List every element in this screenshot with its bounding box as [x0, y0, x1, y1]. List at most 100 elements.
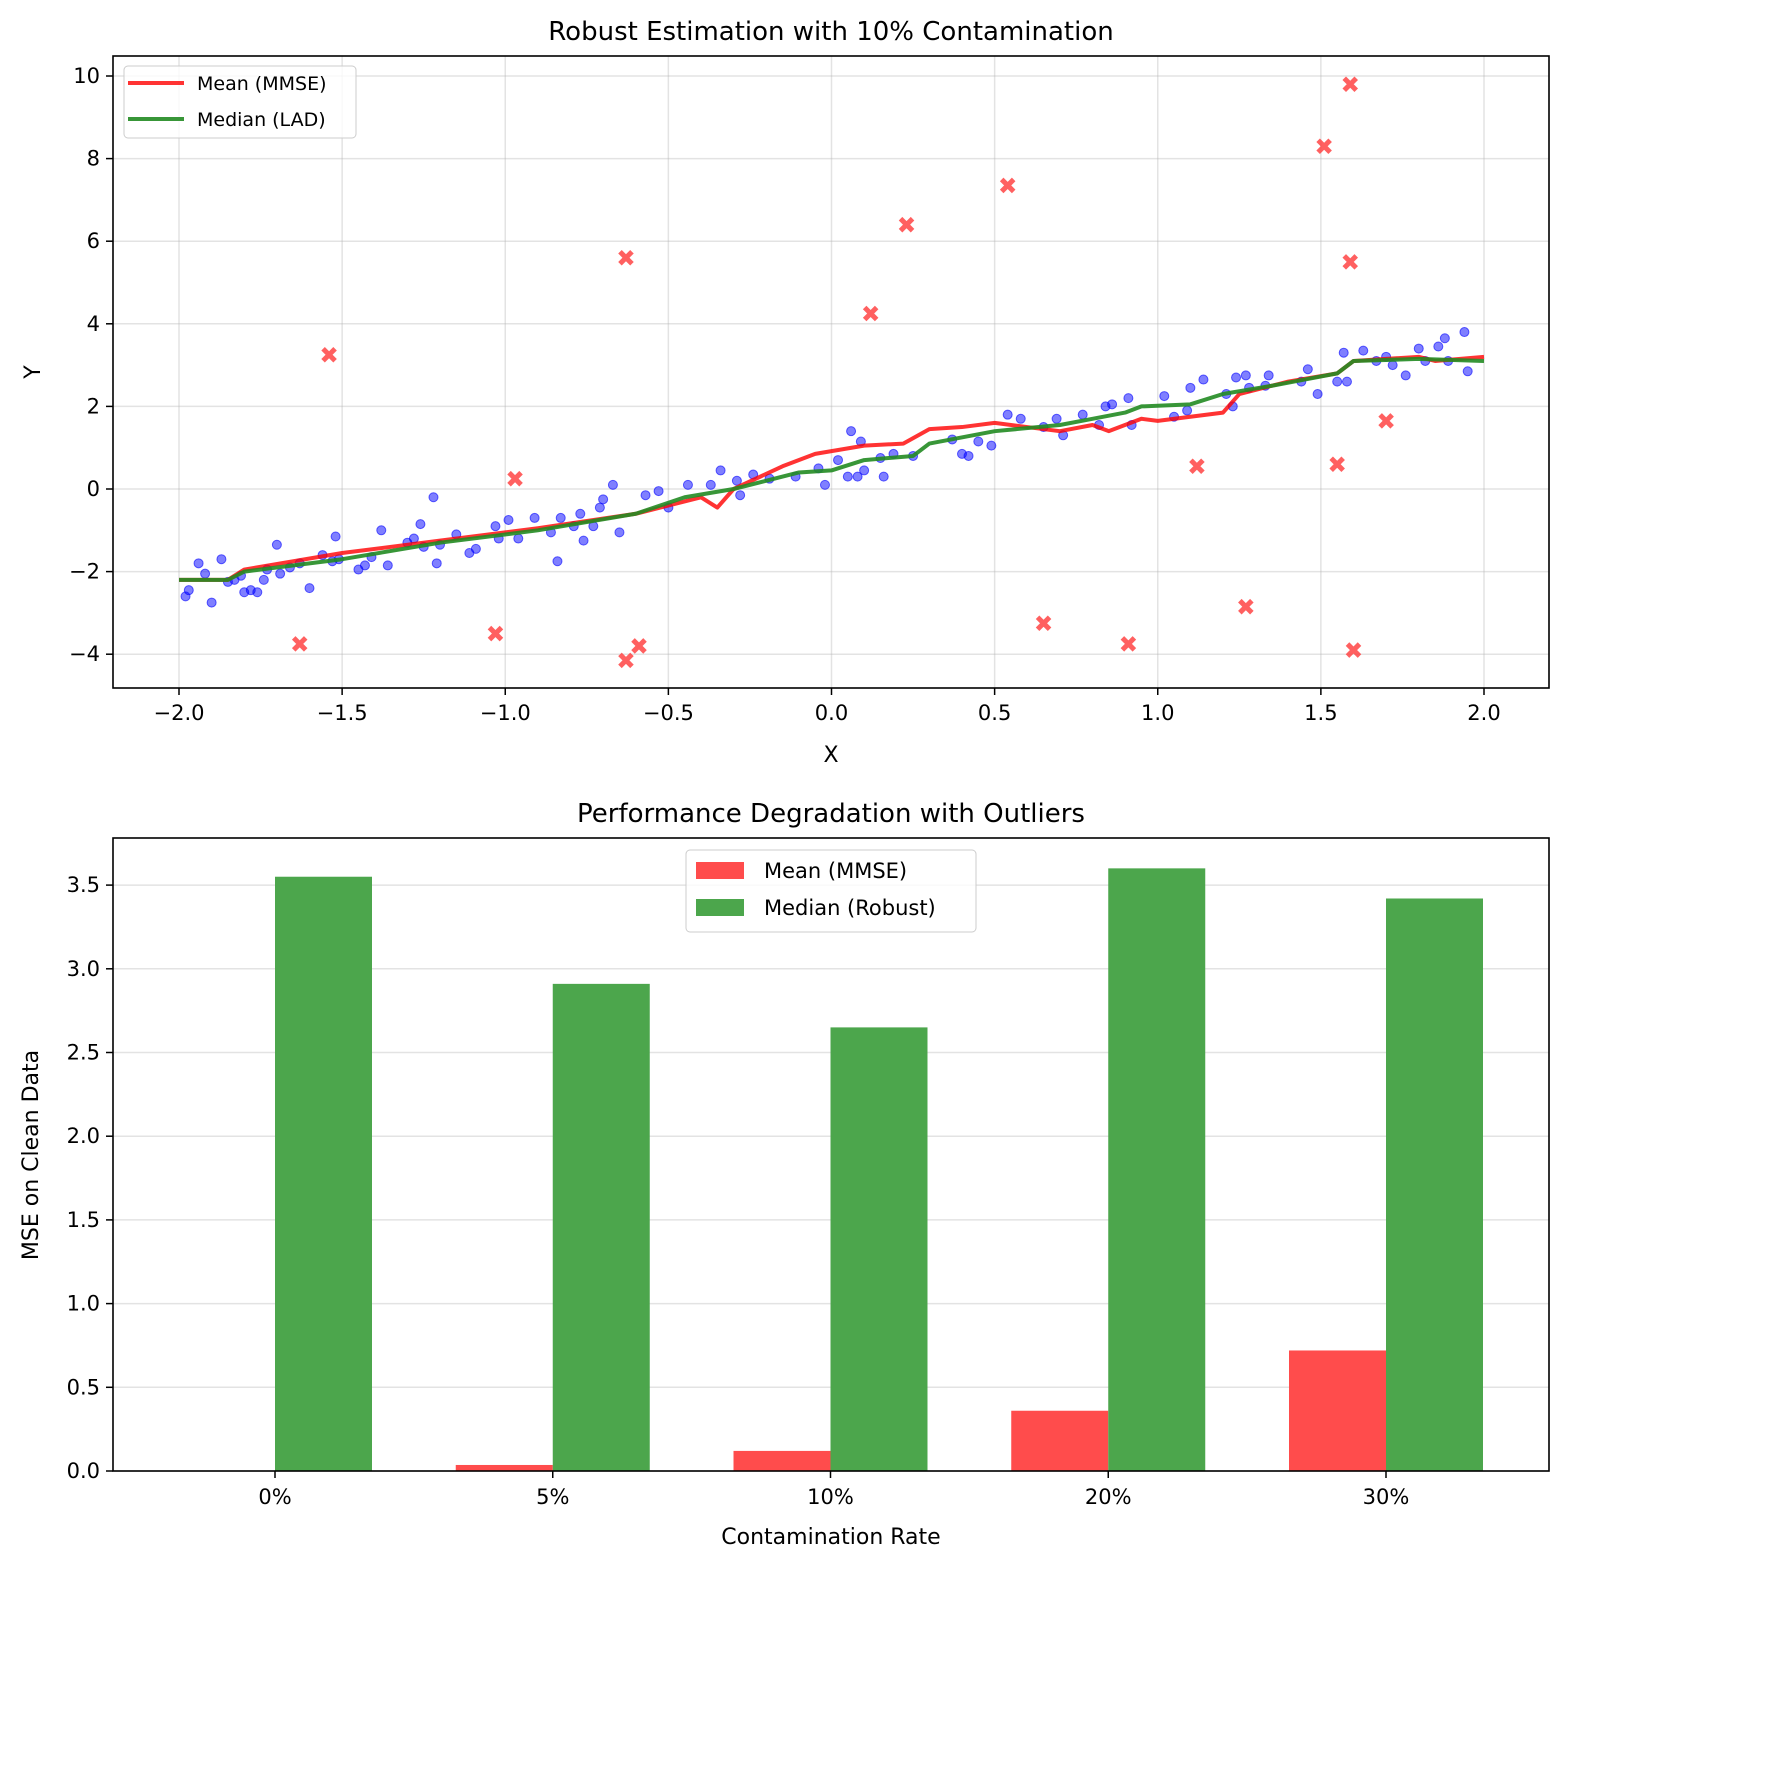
top-y-label: Y [21, 365, 46, 380]
outlier-point [1238, 598, 1254, 615]
x-tick-label: 2.0 [1467, 701, 1500, 725]
mean-bar [455, 1464, 553, 1471]
clean-point [415, 519, 426, 530]
clean-point [1185, 382, 1196, 393]
x-tick-label: 30% [1363, 1485, 1410, 1509]
clean-point [1433, 341, 1444, 352]
outlier-point [898, 216, 915, 233]
clean-point [1002, 409, 1013, 420]
clean-point [1387, 360, 1398, 371]
top-plot: Robust Estimation with 10% Contamination… [21, 17, 1550, 768]
outlier-point [1342, 254, 1359, 270]
legend-box [685, 849, 977, 933]
clean-point [1107, 399, 1118, 410]
bottom-title: Performance Degradation with Outliers [577, 799, 1085, 829]
clean-point [1439, 333, 1450, 344]
mean-bar [1289, 1350, 1386, 1471]
y-tick-label: 10 [73, 64, 100, 88]
legend-median-label: Median (Robust) [764, 896, 936, 920]
clean-point [1459, 327, 1470, 338]
clean-point [963, 450, 974, 461]
clean-point [1182, 405, 1193, 416]
clean-point [555, 512, 566, 523]
clean-point [1015, 413, 1026, 424]
clean-point [304, 583, 315, 594]
clean-point [490, 521, 501, 532]
clean-point [705, 479, 716, 490]
outlier-point [618, 652, 634, 669]
clean-point [330, 531, 341, 542]
x-tick-label: −1.5 [317, 701, 368, 725]
mean-bar [733, 1450, 831, 1471]
clean-point [552, 556, 563, 567]
y-tick-label: 1.0 [67, 1292, 100, 1316]
clean-point [1462, 366, 1473, 377]
outlier-point [1035, 615, 1052, 631]
clean-point [1123, 393, 1134, 404]
clean-point [973, 436, 984, 447]
outlier-point [1342, 76, 1359, 93]
clean-point [575, 508, 586, 519]
clean-point [513, 533, 524, 544]
clean-point [1332, 376, 1343, 387]
median-line [179, 356, 1485, 582]
clean-point [594, 502, 605, 513]
clean-point [653, 486, 664, 497]
clean-point [842, 471, 853, 482]
legend-median-label: Median (LAD) [197, 109, 326, 131]
clean-point [607, 479, 618, 490]
clean-point [200, 568, 211, 579]
clean-point [359, 560, 370, 571]
legend-median-swatch [696, 899, 744, 916]
outlier-point [618, 249, 634, 266]
clean-point [735, 490, 746, 501]
bottom-legend: Mean (MMSE) Median (Robust) [685, 849, 977, 933]
bottom-plot: Performance Degradation with Outliers 0.… [19, 799, 1550, 1550]
clean-point [1159, 391, 1170, 402]
clean-point [428, 492, 439, 503]
top-legend: Mean (MMSE) Median (LAD) [123, 65, 357, 139]
outlier-point [507, 470, 523, 487]
bottom-x-label: Contamination Rate [721, 1525, 940, 1550]
y-tick-label: 3.5 [67, 873, 100, 897]
clean-point [846, 426, 857, 437]
clean-point [1240, 370, 1251, 381]
y-tick-label: 1.5 [67, 1208, 100, 1232]
outlier-point [1329, 456, 1345, 472]
y-tick-label: 8 [87, 147, 100, 171]
clean-point [193, 558, 204, 569]
clean-point [682, 479, 693, 490]
x-tick-label: 1.0 [1141, 701, 1174, 725]
clean-point [1077, 409, 1088, 420]
clean-point [598, 494, 609, 505]
mean-bar [1011, 1410, 1109, 1471]
median-bar [1386, 898, 1483, 1471]
outlier-point [1316, 138, 1332, 154]
y-tick-label: 0 [87, 477, 100, 501]
y-tick-label: 2.5 [67, 1041, 100, 1065]
top-x-label: X [823, 743, 838, 768]
bottom-y-label: MSE on Clean Data [19, 1050, 44, 1260]
x-tick-label: −0.5 [643, 701, 694, 725]
y-tick-label: 6 [87, 229, 100, 253]
clean-point [614, 527, 625, 538]
y-tick-label: −2 [69, 560, 100, 584]
outlier-point [631, 638, 647, 654]
x-tick-label: 1.5 [1304, 701, 1337, 725]
top-title: Robust Estimation with 10% Contamination [548, 17, 1113, 47]
median-bar [830, 1027, 928, 1471]
y-tick-label: 2 [87, 394, 100, 418]
clean-point [258, 574, 269, 585]
clean-point [1358, 345, 1369, 356]
clean-point [376, 525, 387, 536]
clean-point [1051, 413, 1062, 424]
clean-point [819, 479, 830, 490]
median-bar [275, 876, 372, 1471]
clean-point [1231, 372, 1242, 383]
clean-point [1338, 347, 1349, 358]
clean-point [986, 440, 997, 451]
clean-point [833, 455, 844, 466]
outlier-point [1378, 413, 1394, 429]
y-tick-label: 0.0 [67, 1459, 100, 1483]
